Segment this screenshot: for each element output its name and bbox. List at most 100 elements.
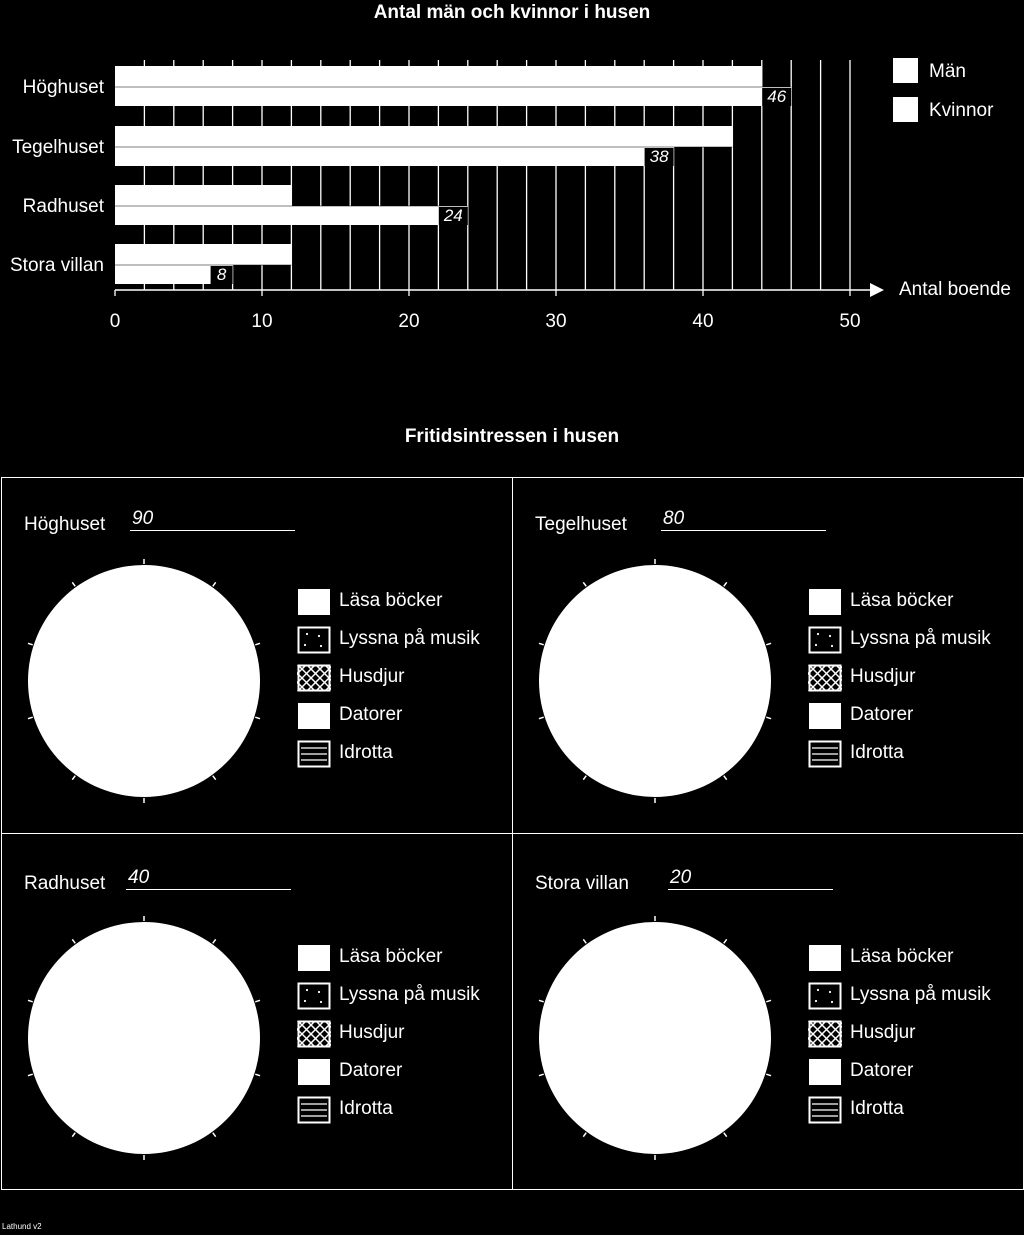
legend-swatch-icon: [298, 1059, 330, 1085]
legend-item: Idrotta: [297, 1096, 517, 1124]
legend-item: Läsa böcker: [808, 588, 1024, 616]
legend-item-label: Läsa böcker: [339, 590, 443, 611]
category-label: Stora villan: [10, 255, 104, 276]
legend-item: Läsa böcker: [297, 944, 517, 972]
pie-tick: [723, 581, 728, 587]
pie-house-label: Radhuset: [24, 873, 106, 894]
pie-tick: [27, 999, 33, 1003]
legend-swatch-icon: [298, 945, 330, 971]
x-tick-label: 40: [692, 311, 713, 332]
pie-chart: [538, 559, 772, 803]
pie-tick: [582, 1132, 587, 1138]
legend-item-label: Läsa böcker: [850, 946, 954, 967]
pie-tick: [723, 1132, 728, 1138]
legend-item-label: Husdjur: [850, 666, 916, 687]
x-tick-label: 10: [251, 311, 272, 332]
legend-item: Datorer: [808, 702, 1024, 730]
legend-swatch-icon: [808, 626, 842, 654]
legend-item-label: Lyssna på musik: [850, 984, 991, 1005]
legend-swatch-icon: [808, 1096, 842, 1124]
pie-tick: [71, 775, 76, 781]
bar-woman: [115, 147, 674, 166]
legend-swatch-icon: [808, 1020, 842, 1048]
pie-circle: [28, 565, 260, 797]
pie-tick: [766, 716, 772, 720]
legend-swatch-icon: [297, 626, 331, 654]
pie-chart: [538, 916, 772, 1160]
bar-chart: 0 10 20 30 40 50 Antal boende Höghuset 46 Tegelhu…: [10, 58, 1011, 332]
x-tick-label: 20: [398, 311, 419, 332]
bar-woman: [115, 87, 792, 106]
pie-tick: [27, 1073, 33, 1077]
legend-swatch-icon: [297, 1096, 331, 1124]
pie-tick: [582, 938, 587, 944]
legend-item-label: Idrotta: [850, 742, 904, 763]
legend-item-label: Lyssna på musik: [850, 628, 991, 649]
legend-swatch: [893, 97, 918, 122]
pie-tick: [212, 1132, 217, 1138]
legend-swatch-icon: [297, 982, 331, 1010]
legend-swatch-icon: [808, 740, 842, 768]
pie-tick: [766, 1073, 772, 1077]
legend-swatch: [893, 58, 918, 83]
pie-tick: [212, 581, 217, 587]
pie-house-label: Höghuset: [24, 514, 106, 535]
legend-item: Lyssna på musik: [297, 626, 517, 654]
legend-item-label: Husdjur: [339, 1022, 405, 1043]
pie-tick: [255, 716, 261, 720]
legend-item: Lyssna på musik: [808, 982, 1024, 1010]
legend-item: Husdjur: [297, 1020, 517, 1048]
x-tick-label: 50: [839, 311, 860, 332]
legend-item-label: Idrotta: [339, 742, 393, 763]
pie-total-value: 80: [661, 509, 826, 531]
legend-label: Kvinnor: [929, 100, 994, 121]
legend-swatch-icon: [808, 664, 842, 692]
category-label: Radhuset: [23, 196, 105, 217]
legend-item: Läsa böcker: [808, 944, 1024, 972]
pie-panel: Radhuset 40 Läsa böcker Lyssna på musik Husd…: [1, 833, 513, 1190]
pie-house-label: Stora villan: [535, 873, 629, 894]
x-axis-arrow: [870, 283, 884, 297]
pie-circle: [539, 565, 771, 797]
legend-item: Datorer: [297, 1058, 517, 1086]
bar-chart-title: Antal män och kvinnor i husen: [373, 2, 651, 23]
pie-section-title: Fritidsintressen i husen: [404, 426, 620, 447]
pie-house-label: Tegelhuset: [535, 514, 627, 535]
legend-swatch-icon: [298, 589, 330, 615]
legend-swatch-icon: [809, 945, 841, 971]
legend-swatch-icon: [809, 703, 841, 729]
pie-tick: [582, 581, 587, 587]
data-label-box: [210, 266, 233, 284]
category-label: Höghuset: [23, 77, 105, 98]
legend-item-label: Husdjur: [339, 666, 405, 687]
pie-total-value: 90: [130, 509, 295, 531]
pie-tick: [212, 775, 217, 781]
legend-item-label: Datorer: [339, 1060, 403, 1081]
legend-item-label: Läsa böcker: [850, 590, 954, 611]
legend-item: Husdjur: [297, 664, 517, 692]
pie-tick: [71, 938, 76, 944]
legend-label: Män: [929, 61, 966, 82]
bar-man: [115, 126, 733, 147]
legend-item-label: Idrotta: [850, 1098, 904, 1119]
pie-tick: [27, 716, 33, 720]
legend-swatch-icon: [809, 589, 841, 615]
pie-tick: [538, 642, 544, 646]
pie-tick: [538, 716, 544, 720]
legend-item-label: Idrotta: [339, 1098, 393, 1119]
legend-swatch-icon: [298, 703, 330, 729]
bar-man: [115, 244, 292, 265]
pie-circle: [28, 922, 260, 1154]
pie-tick: [538, 1073, 544, 1077]
legend-item: Idrotta: [808, 740, 1024, 768]
x-axis-label: Antal boende: [899, 279, 1011, 300]
legend-item: Lyssna på musik: [297, 982, 517, 1010]
data-label-box: [438, 207, 468, 225]
legend-item: Idrotta: [808, 1096, 1024, 1124]
pie-tick: [766, 642, 772, 646]
data-label: 24: [443, 206, 463, 225]
legend-item-label: Husdjur: [850, 1022, 916, 1043]
legend-swatch-icon: [808, 982, 842, 1010]
legend-item: Husdjur: [808, 664, 1024, 692]
legend-item: Läsa böcker: [297, 588, 517, 616]
